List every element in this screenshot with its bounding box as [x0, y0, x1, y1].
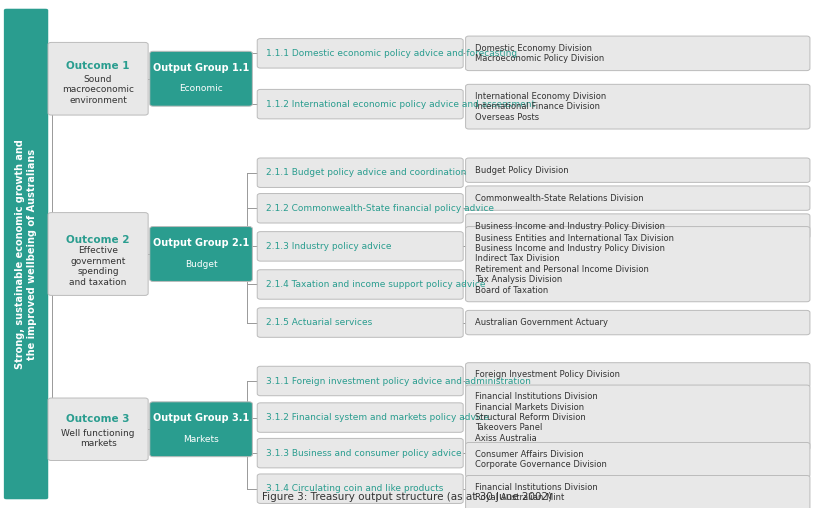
Text: Well functioning
markets: Well functioning markets — [61, 429, 135, 448]
Text: Effective
government
spending
and taxation: Effective government spending and taxati… — [69, 246, 127, 287]
Text: Domestic Economy Division
Macroeconomic Policy Division: Domestic Economy Division Macroeconomic … — [475, 44, 605, 63]
Text: Business Income and Industry Policy Division: Business Income and Industry Policy Divi… — [475, 221, 665, 231]
FancyBboxPatch shape — [466, 84, 810, 129]
Text: Strong, sustainable economic growth and
the improved wellbeing of Australians: Strong, sustainable economic growth and … — [15, 139, 37, 369]
Text: Sound
macroeconomic
environment: Sound macroeconomic environment — [62, 75, 134, 105]
FancyBboxPatch shape — [257, 270, 463, 299]
Text: Outcome 1: Outcome 1 — [66, 61, 130, 72]
Text: Output Group 3.1: Output Group 3.1 — [153, 413, 249, 423]
FancyBboxPatch shape — [257, 366, 463, 396]
FancyBboxPatch shape — [257, 403, 463, 432]
Text: 2.1.5 Actuarial services: 2.1.5 Actuarial services — [266, 318, 373, 327]
Text: Budget Policy Division: Budget Policy Division — [475, 166, 569, 175]
Text: 2.1.2 Commonwealth-State financial policy advice: 2.1.2 Commonwealth-State financial polic… — [266, 204, 494, 213]
Text: Outcome 2: Outcome 2 — [66, 235, 130, 245]
Text: Figure 3: Treasury output structure (as at 30 June 2002): Figure 3: Treasury output structure (as … — [262, 492, 552, 502]
FancyBboxPatch shape — [466, 214, 810, 238]
FancyBboxPatch shape — [150, 227, 252, 281]
Text: 2.1.4 Taxation and income support policy advice: 2.1.4 Taxation and income support policy… — [266, 280, 486, 289]
FancyBboxPatch shape — [466, 227, 810, 302]
Text: 1.1.1 Domestic economic policy advice and forecasting: 1.1.1 Domestic economic policy advice an… — [266, 49, 518, 58]
FancyBboxPatch shape — [466, 310, 810, 335]
FancyBboxPatch shape — [466, 186, 810, 210]
Text: Business Entities and International Tax Division
Business Income and Industry Po: Business Entities and International Tax … — [475, 234, 674, 295]
FancyBboxPatch shape — [466, 442, 810, 477]
Text: 3.1.3 Business and consumer policy advice: 3.1.3 Business and consumer policy advic… — [266, 449, 462, 458]
Text: 3.1.1 Foreign investment policy advice and administration: 3.1.1 Foreign investment policy advice a… — [266, 376, 531, 386]
Text: 3.1.4 Circulating coin and like products: 3.1.4 Circulating coin and like products — [266, 484, 444, 493]
FancyBboxPatch shape — [466, 36, 810, 71]
FancyBboxPatch shape — [257, 474, 463, 503]
FancyBboxPatch shape — [466, 385, 810, 450]
Text: Markets: Markets — [183, 435, 219, 444]
Text: Outcome 3: Outcome 3 — [66, 414, 130, 424]
FancyBboxPatch shape — [257, 232, 463, 261]
Text: Commonwealth-State Relations Division: Commonwealth-State Relations Division — [475, 194, 644, 203]
Text: Financial Institutions Division
Royal Australian Mint: Financial Institutions Division Royal Au… — [475, 483, 598, 502]
FancyBboxPatch shape — [3, 8, 49, 500]
FancyBboxPatch shape — [48, 212, 148, 296]
FancyBboxPatch shape — [257, 39, 463, 68]
Text: 2.1.3 Industry policy advice: 2.1.3 Industry policy advice — [266, 242, 392, 251]
Text: Consumer Affairs Division
Corporate Governance Division: Consumer Affairs Division Corporate Gove… — [475, 450, 607, 469]
FancyBboxPatch shape — [150, 51, 252, 106]
FancyBboxPatch shape — [257, 308, 463, 337]
FancyBboxPatch shape — [48, 398, 148, 460]
Text: 2.1.1 Budget policy advice and coordination: 2.1.1 Budget policy advice and coordinat… — [266, 168, 466, 177]
Text: Foreign Investment Policy Division: Foreign Investment Policy Division — [475, 370, 620, 379]
Text: 1.1.2 International economic policy advice and assessment: 1.1.2 International economic policy advi… — [266, 100, 536, 109]
Text: Output Group 2.1: Output Group 2.1 — [153, 238, 249, 248]
Text: Financial Institutions Division
Financial Markets Division
Structural Reform Div: Financial Institutions Division Financia… — [475, 392, 598, 443]
Text: Output Group 1.1: Output Group 1.1 — [153, 62, 249, 73]
Text: International Economy Division
International Finance Division
Overseas Posts: International Economy Division Internati… — [475, 92, 606, 121]
FancyBboxPatch shape — [466, 475, 810, 508]
FancyBboxPatch shape — [257, 89, 463, 119]
FancyBboxPatch shape — [466, 158, 810, 182]
Text: Budget: Budget — [185, 260, 217, 269]
Text: Economic: Economic — [179, 84, 223, 93]
FancyBboxPatch shape — [466, 363, 810, 387]
Text: 3.1.2 Financial system and markets policy advice: 3.1.2 Financial system and markets polic… — [266, 413, 489, 422]
FancyBboxPatch shape — [257, 158, 463, 187]
Text: Australian Government Actuary: Australian Government Actuary — [475, 318, 608, 327]
FancyBboxPatch shape — [150, 402, 252, 457]
FancyBboxPatch shape — [257, 438, 463, 468]
FancyBboxPatch shape — [257, 194, 463, 223]
FancyBboxPatch shape — [48, 43, 148, 115]
